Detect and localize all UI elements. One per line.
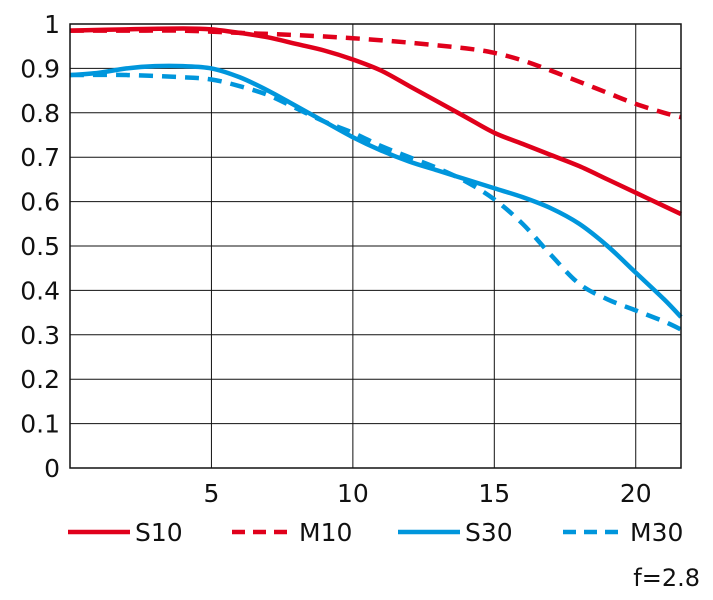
- y-tick-label: 0.1: [20, 410, 60, 439]
- y-tick-label: 0.8: [20, 99, 60, 128]
- y-tick-label: 0.7: [20, 143, 60, 172]
- tick-labels: 00.10.20.30.40.50.60.70.80.915 10 15 20: [20, 10, 651, 508]
- x-tick-label: 15: [478, 479, 510, 508]
- legend-label-s10: S10: [135, 518, 183, 547]
- series-line-m10: [70, 28, 682, 120]
- legend-label-m30: M30: [630, 518, 683, 547]
- y-tick-label: 0.5: [20, 232, 60, 261]
- legend-label-m10: M10: [299, 518, 352, 547]
- y-tick-label: 0.6: [20, 188, 60, 217]
- legend-label-s30: S30: [465, 518, 513, 547]
- y-tick-label: 0: [44, 454, 60, 483]
- x-tick-label: 10: [337, 479, 369, 508]
- series-line-m30: [69, 72, 682, 332]
- y-tick-label: 0.4: [20, 276, 60, 305]
- y-tick-label: 0.9: [20, 54, 60, 83]
- y-tick-label: 0.2: [20, 365, 60, 394]
- grid: [70, 23, 681, 469]
- legend: S10 M10 S30 M30: [68, 518, 683, 547]
- y-tick-label: 1: [44, 10, 60, 39]
- x-tick-label: 20: [620, 479, 652, 508]
- series-line-s10: [69, 26, 682, 217]
- plot-frame: [69, 23, 682, 469]
- x-tick-label: 5: [203, 479, 219, 508]
- series-line-s30: [69, 63, 683, 319]
- series-lines: [69, 26, 683, 332]
- y-tick-label: 0.3: [20, 321, 60, 350]
- aperture-annotation: f=2.8: [633, 564, 700, 592]
